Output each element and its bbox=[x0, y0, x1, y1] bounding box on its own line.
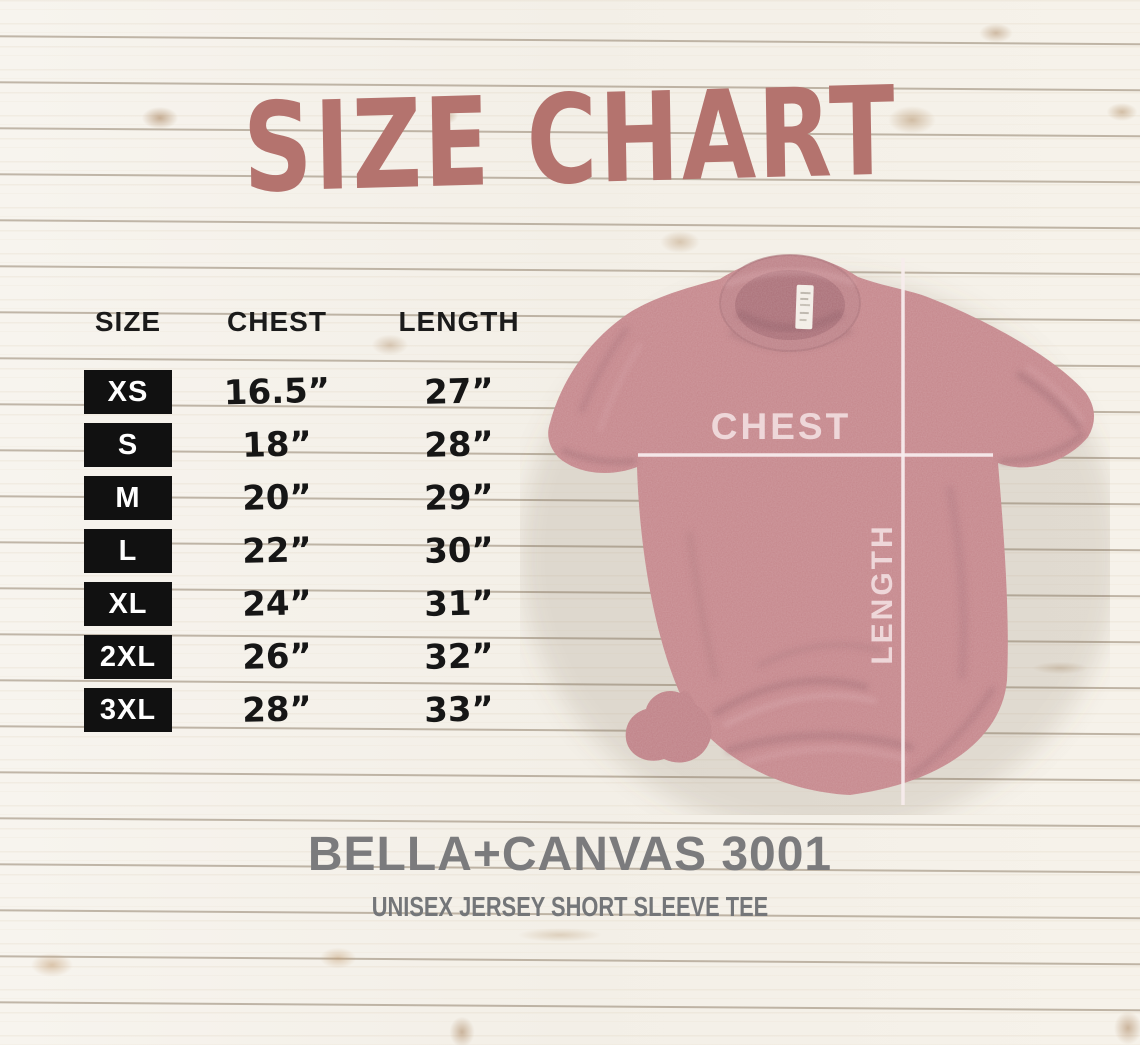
table-row: XL 24” 31” bbox=[84, 582, 536, 626]
length-value: 33” bbox=[423, 689, 495, 731]
table-row: XS 16.5” 27” bbox=[84, 370, 536, 414]
chest-value: 24” bbox=[241, 583, 313, 625]
table-row: M 20” 29” bbox=[84, 476, 536, 520]
table-body: XS 16.5” 27” S 18” 28” M 20” 29” L 22” 3… bbox=[84, 370, 536, 732]
size-table: SIZE CHEST LENGTH XS 16.5” 27” S 18” 28”… bbox=[84, 306, 536, 741]
heather-texture bbox=[548, 255, 1095, 795]
column-header-length: LENGTH bbox=[398, 306, 520, 337]
table-row: L 22” 30” bbox=[84, 529, 536, 573]
size-badge: L bbox=[84, 529, 172, 573]
chest-value: 28” bbox=[241, 689, 313, 731]
product-subtitle: UNISEX JERSEY SHORT SLEEVE TEE bbox=[371, 891, 769, 922]
product-name: BELLA+CANVAS 3001 bbox=[307, 828, 833, 881]
chest-value: 20” bbox=[241, 477, 313, 519]
shirt-photo bbox=[520, 235, 1120, 835]
chest-value: 26” bbox=[241, 636, 313, 678]
size-badge: XS bbox=[84, 370, 172, 414]
length-value: 30” bbox=[423, 530, 495, 572]
table-header: SIZE CHEST LENGTH bbox=[84, 306, 536, 338]
chest-value: 18” bbox=[241, 424, 313, 466]
length-measure-label: LENGTH bbox=[866, 523, 899, 665]
shirt-illustration bbox=[520, 254, 1120, 835]
table-row: 2XL 26” 32” bbox=[84, 635, 536, 679]
column-header-chest: CHEST bbox=[227, 306, 327, 337]
size-badge: 3XL bbox=[84, 688, 172, 732]
size-badge: M bbox=[84, 476, 172, 520]
size-badge: S bbox=[84, 423, 172, 467]
size-badge: 2XL bbox=[84, 635, 172, 679]
table-row: 3XL 28” 33” bbox=[84, 688, 536, 732]
length-value: 32” bbox=[423, 636, 495, 678]
column-header-size: SIZE bbox=[94, 306, 162, 337]
table-row: S 18” 28” bbox=[84, 423, 536, 467]
length-value: 31” bbox=[423, 583, 495, 625]
length-value: 27” bbox=[423, 371, 495, 413]
chest-value: 16.5” bbox=[223, 370, 331, 414]
size-badge: XL bbox=[84, 582, 172, 626]
length-value: 28” bbox=[423, 424, 495, 466]
length-value: 29” bbox=[423, 477, 495, 519]
chest-measure-label: CHEST bbox=[710, 406, 852, 447]
chest-value: 22” bbox=[241, 530, 313, 572]
